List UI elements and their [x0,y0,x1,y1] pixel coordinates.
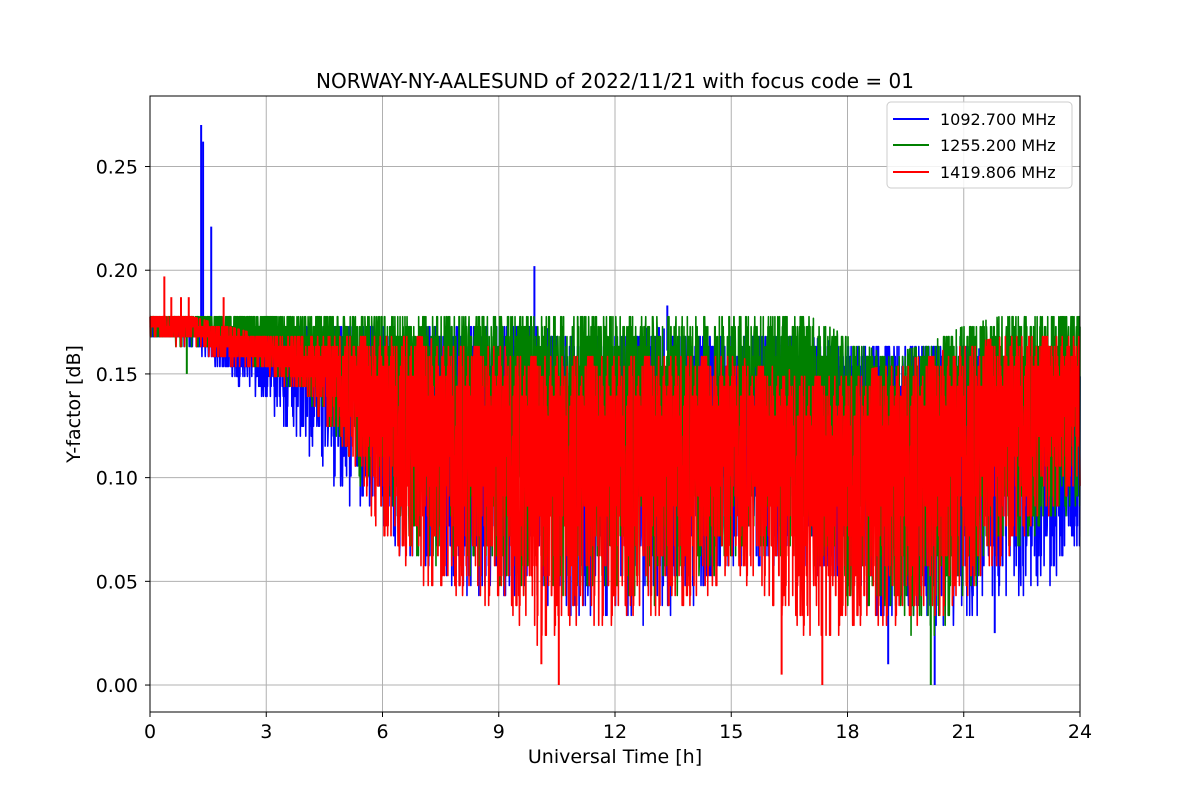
x-tick-label: 9 [493,721,505,743]
legend-box [886,101,1073,189]
y-tick-label: 0.10 [96,468,138,490]
y-axis-label: Y-factor [dB] [63,345,85,464]
x-tick-label: 21 [952,721,976,743]
x-tick-label: 12 [603,721,627,743]
y-tick-label: 0.15 [96,364,138,386]
y-tick-label: 0.20 [96,260,138,282]
x-tick-label: 24 [1068,721,1092,743]
series-layer [149,125,1081,686]
legend-entry-2: 1419.806 MHz [940,163,1056,182]
chart-title: NORWAY-NY-AALESUND of 2022/11/21 with fo… [316,69,914,93]
series-line-2 [149,315,1081,647]
x-tick-label: 3 [260,721,272,743]
y-tick-label: 0.00 [96,675,138,697]
x-tick-label: 18 [835,721,859,743]
series-line-1 [149,315,1081,637]
legend-entry-1: 1255.200 MHz [940,136,1056,155]
legend-entry-0: 1092.700 MHz [940,110,1056,129]
x-tick-label: 0 [144,721,156,743]
x-tick-label: 15 [719,721,743,743]
legend: 1092.700 MHz 1255.200 MHz 1419.806 MHz [886,101,1073,189]
tick-layer: 0 3 6 9 12 15 18 21 24 0.00 0.05 0.10 0.15 0.20 0.25 [96,157,1092,743]
y-tick-label: 0.05 [96,571,138,593]
y-tick-label: 0.25 [96,157,138,179]
x-tick-label: 6 [376,721,388,743]
x-axis-label: Universal Time [h] [528,746,702,768]
